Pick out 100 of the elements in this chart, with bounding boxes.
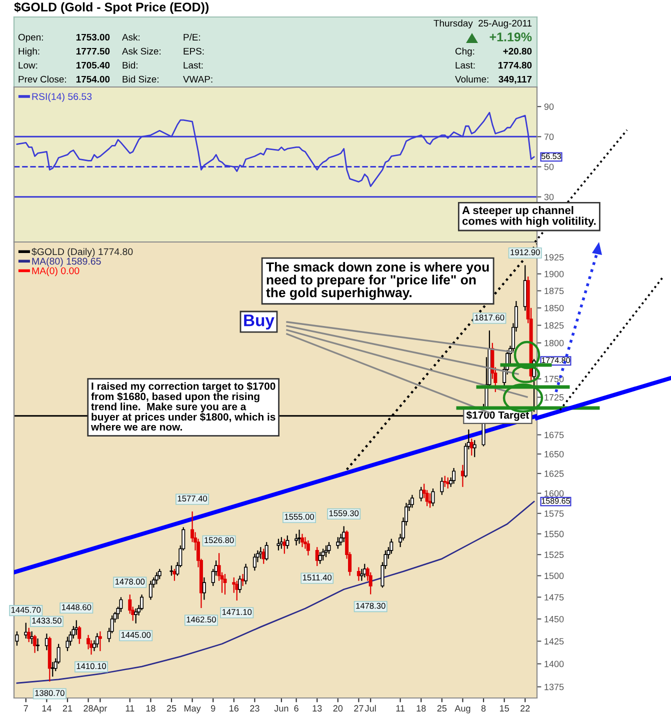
text: $GOLD (Gold - Spot Price (EOD)): [14, 2, 209, 14]
annotation: The smack down zone is where you need to prepare for "price life" on the gold superhighway.: [266, 262, 489, 300]
annotation: 1912.90: [510, 249, 540, 256]
text: Low:: [18, 62, 38, 69]
text: Volume:: [455, 76, 488, 83]
x-tick-label: 16: [230, 705, 239, 712]
x-tick-label: Jul: [364, 704, 376, 712]
y-tick-label: 1825: [544, 322, 564, 329]
x-tick-label: 15: [500, 705, 509, 712]
y-tick-label: 1400: [544, 660, 564, 668]
annotation: 1433.50: [32, 618, 62, 624]
x-tick-label: 14: [42, 705, 52, 712]
y-tick-label: 1725: [544, 394, 564, 401]
x-tick-label: 28: [84, 705, 93, 712]
annotation: 56.53: [541, 153, 561, 160]
x-tick-label: Apr: [93, 705, 108, 714]
x-tick-label: Aug: [454, 705, 470, 714]
legend-label: RSI(14) 56.53: [32, 92, 92, 102]
annotation: 1445.70: [11, 606, 41, 613]
text: +20.80: [503, 48, 532, 55]
x-tick-label: 25: [166, 705, 176, 712]
x-tick-label: 11: [396, 705, 405, 712]
annotation: 1511.40: [302, 574, 332, 580]
annotation: 1471.10: [222, 609, 252, 615]
y-tick-label: 1900: [544, 270, 564, 278]
y-tick-label: 1800: [544, 340, 564, 346]
text: EPS:: [184, 48, 204, 55]
y-tick-label: 1425: [544, 638, 564, 645]
x-tick-label: 21: [62, 705, 72, 712]
annotation: 1445.00: [121, 632, 151, 638]
annotation: 1817.60: [475, 314, 504, 320]
legend-label: $GOLD (Daily) 1774.80: [32, 248, 133, 258]
y-tick-label: 50: [544, 164, 554, 170]
annotation: 1448.60: [62, 604, 92, 610]
text: Ask Size:: [122, 48, 160, 55]
x-tick-label: 7: [24, 705, 28, 712]
annotation: A steeper up channel comes with high volitility.: [462, 206, 596, 228]
y-tick-label: 1550: [544, 530, 564, 538]
annotation: 1478.30: [356, 602, 386, 609]
text: VWAP:: [183, 76, 212, 82]
y-tick-label: 1475: [544, 594, 564, 601]
legend-label: MA(0) 0.00: [32, 267, 80, 276]
text: P/E:: [184, 34, 200, 41]
text: 1754.00: [76, 76, 110, 83]
y-tick-label: 1850: [544, 304, 564, 312]
legend-label: MA(80) 1589.65: [32, 258, 101, 267]
annotation: 1577.40: [178, 496, 208, 502]
text: 1753.00: [76, 34, 110, 41]
x-tick-label: 18: [416, 705, 426, 712]
y-tick-label: 1625: [544, 470, 564, 477]
text: 1777.50: [76, 48, 110, 55]
text: Bid Size:: [122, 76, 158, 83]
text: 1705.40: [76, 62, 110, 69]
y-tick-label: 1750: [544, 376, 564, 382]
text: Last:: [456, 62, 475, 69]
annotation: 1774.80: [542, 357, 570, 364]
x-tick-label: 13: [312, 705, 322, 712]
y-tick-label: 1675: [544, 432, 564, 438]
annotation: 1589.65: [542, 498, 570, 504]
y-tick-label: 90: [544, 104, 554, 110]
annotation: 1478.00: [115, 578, 145, 585]
x-tick-label: 27: [354, 705, 364, 712]
annotation: 1410.10: [76, 663, 106, 670]
x-tick-label: May: [184, 705, 201, 714]
text: Chg:: [455, 48, 474, 56]
x-tick-label: 6: [294, 705, 298, 712]
text: Prev Close:: [18, 76, 66, 83]
y-tick-label: 1875: [544, 288, 564, 294]
y-tick-label: 1500: [544, 572, 564, 580]
annotation: 1559.30: [329, 510, 359, 516]
annotation: 1462.50: [186, 616, 216, 622]
y-tick-label: 1600: [544, 490, 564, 497]
y-tick-label: 30: [544, 194, 554, 200]
annotation: 1526.80: [204, 537, 234, 544]
text: Thursday 25-Aug-2011: [434, 20, 532, 28]
x-tick-label: 9: [211, 705, 216, 712]
text: Open:: [18, 34, 43, 42]
text: Bid:: [122, 62, 138, 69]
y-tick-label: 1375: [544, 684, 564, 690]
annotation: I raised my correction target to $1700 from $1680, based upon the rising trend line. Make sure you are a buyer at prices under $1800, which is where we are now.: [90, 382, 276, 431]
text: +1.19%: [490, 32, 532, 42]
annotation: 1380.70: [35, 690, 64, 696]
y-tick-label: 1525: [544, 552, 564, 558]
y-tick-label: 1650: [544, 450, 564, 458]
x-tick-label: 23: [250, 705, 260, 712]
y-tick-label: 1575: [544, 510, 564, 517]
text: 1774.80: [498, 62, 532, 69]
text: 349,117: [498, 76, 532, 84]
text: High:: [18, 48, 40, 56]
x-tick-label: Jun: [274, 705, 288, 712]
y-tick-label: 70: [544, 134, 554, 140]
annotation: 1555.00: [284, 514, 314, 520]
x-tick-label: 18: [146, 705, 156, 712]
x-tick-label: 20: [333, 705, 343, 712]
text: Last:: [184, 62, 203, 69]
text: Ask:: [122, 34, 140, 41]
x-tick-label: 8: [481, 705, 486, 712]
ref-line-label: $1700 Target: [466, 410, 530, 421]
x-tick-label: 22: [520, 705, 530, 712]
y-tick-label: 1450: [544, 616, 564, 622]
